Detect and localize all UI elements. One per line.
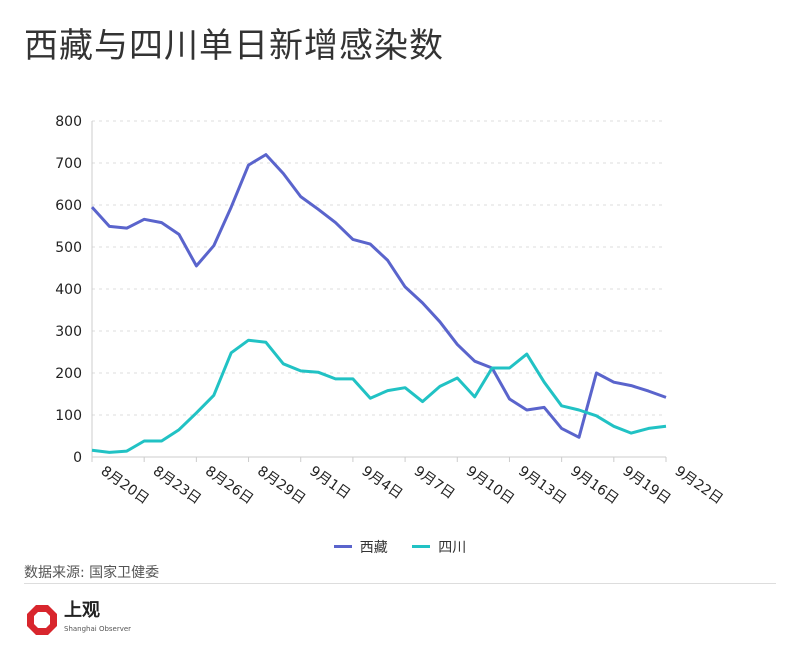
divider <box>24 583 776 584</box>
logo-name: 上观 <box>64 600 100 621</box>
y-tick-label: 500 <box>55 240 82 256</box>
x-tick-label: 8月20日 <box>98 463 152 508</box>
y-tick-label: 0 <box>73 450 82 466</box>
x-tick-label: 9月4日 <box>359 463 406 502</box>
x-tick-label: 9月19日 <box>620 463 674 508</box>
logo: 上观 Shanghai Observer <box>26 602 131 638</box>
source-note: 数据来源: 国家卫健委 <box>24 565 160 581</box>
x-tick-label: 9月1日 <box>306 463 353 502</box>
x-tick-label: 8月26日 <box>202 463 256 508</box>
logo-subtitle: Shanghai Observer <box>64 625 132 633</box>
x-tick-label: 9月22日 <box>672 463 726 508</box>
y-tick-label: 700 <box>55 156 82 172</box>
y-tick-label: 400 <box>55 282 82 298</box>
line-chart: 0 100 200 300 400 500 600 700 800 8月20日8月23日8月26日… <box>55 114 726 508</box>
y-tick-label: 600 <box>55 198 82 214</box>
legend-item-tibet[interactable]: 西藏 <box>333 537 388 557</box>
x-tick-label: 9月13日 <box>515 463 569 508</box>
series-line-tibet <box>90 153 667 439</box>
x-tick-label: 9月16日 <box>567 463 621 508</box>
legend-item-sichuan[interactable]: 四川 <box>412 537 466 557</box>
x-tick-label: 9月7日 <box>411 463 458 502</box>
y-tick-label: 100 <box>55 408 82 424</box>
y-tick-label: 200 <box>55 366 82 382</box>
x-tick-label: 9月10日 <box>463 463 517 508</box>
legend-swatch <box>333 545 352 548</box>
x-tick-label: 8月23日 <box>150 463 204 508</box>
legend-swatch <box>412 545 431 548</box>
legend-label: 四川 <box>438 539 467 556</box>
legend: 西藏 四川 <box>0 536 800 557</box>
legend-label: 西藏 <box>359 539 388 556</box>
y-tick-label: 300 <box>55 324 82 340</box>
logo-icon <box>27 605 57 635</box>
x-tick-label: 8月29日 <box>254 463 308 508</box>
y-tick-label: 800 <box>55 114 82 130</box>
chart-title: 西藏与四川单日新增感染数 <box>24 26 444 66</box>
series-line-sichuan <box>91 338 667 454</box>
